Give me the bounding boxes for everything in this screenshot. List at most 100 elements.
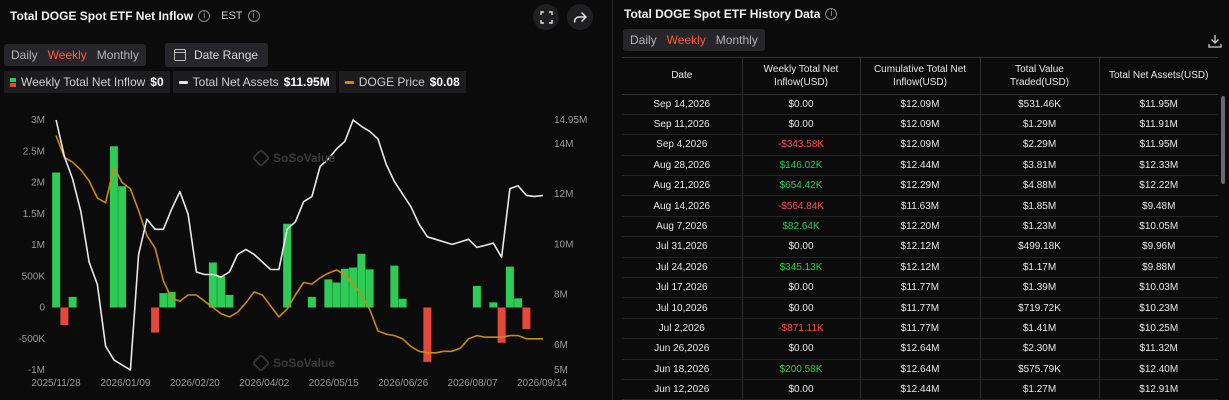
cell-net-assets: $10.03M [1099,277,1218,299]
period-monthly[interactable]: Monthly [715,33,758,47]
cell-weekly-inflow: $0.00 [742,94,861,115]
cell-cumulative-inflow: $12.09M [860,94,981,115]
table-row[interactable]: Sep 14,2026 $0.00 $12.09M $531.46K $11.95M [622,94,1218,115]
period-weekly[interactable]: Weekly [47,48,87,62]
watermark-logo: SoSoValue [251,148,335,168]
cell-value-traded: $2.29M [980,134,1100,156]
cell-cumulative-inflow: $11.77M [860,318,981,340]
cell-weekly-inflow: $200.58K [742,359,861,380]
cell-value-traded: $499.18K [980,236,1100,258]
cell-net-assets: $11.95M [1099,134,1218,156]
inflow-bar-positive [109,146,118,308]
inflow-bar-negative [497,307,506,343]
table-row[interactable]: Jun 12,2026 $0.00 $12.44M $1.27M $12.91M [622,379,1218,400]
cell-weekly-inflow: $0.00 [742,236,861,258]
cell-cumulative-inflow: $12.20M [860,216,981,238]
column-header-date[interactable]: Date [622,58,743,95]
price-swatch [344,80,354,84]
inflow-bar-positive [324,279,333,308]
share-button[interactable] [567,4,593,30]
table-row[interactable]: Jul 10,2026 $0.00 $11.77M $719.72K $10.23M [622,297,1218,319]
table-row[interactable]: Aug 21,2026 $654.42K $12.29M $4.88M $12.22M [622,175,1218,197]
inflow-bar-positive [283,223,292,308]
inflow-bar-positive [307,296,316,308]
cell-weekly-inflow: $0.00 [742,297,861,319]
cell-weekly-inflow: $0.00 [742,277,861,299]
column-header-cumulative-inflow[interactable]: Cumulative Total Net Inflow(USD) [860,58,981,95]
inflow-bar-positive [208,262,217,308]
right-axis-tick-label: 6M [554,340,568,351]
cell-weekly-inflow: $0.00 [742,338,861,360]
cell-value-traded: $4.88M [980,175,1100,197]
legend-doge-price[interactable]: DOGE Price $0.08 [338,71,466,93]
table-row[interactable]: Jun 18,2026 $200.58K $12.64M $575.79K $12.40… [622,359,1218,380]
inflow-chart[interactable]: 3M 2.5M 2M 1.5M 1M 500K 0 -500K -1M 14.95M 14M 12M 1… [0,95,611,400]
history-data-panel: Total DOGE Spot ETF History Data i Daily… [613,0,1229,400]
date-range-button[interactable]: Date Range [165,43,268,67]
legend-weekly-inflow[interactable]: Weekly Total Net Inflow $0 [4,71,170,93]
inflow-bar-positive [349,267,358,308]
inflow-bar-negative [423,307,432,362]
x-axis-tick-label: 2026/01/09 [100,378,150,389]
table-row[interactable]: Jul 17,2026 $0.00 $11.77M $1.39M $10.03M [622,277,1218,299]
cell-value-traded: $1.27M [980,379,1100,400]
cell-date: Jun 12,2026 [622,379,743,400]
legend-net-assets[interactable]: Total Net Assets $11.95M [172,71,336,93]
cell-net-assets: $10.23M [1099,297,1218,319]
right-axis-tick-label: 8M [554,290,568,301]
inflow-bar-positive [167,291,176,308]
table-row[interactable]: Jun 26,2026 $0.00 $12.64M $2.30M $11.32M [622,338,1218,360]
table-row[interactable]: Aug 14,2026 -$564.84K $11.63M $1.85M $9.48M [622,195,1218,217]
table-row[interactable]: Sep 4,2026 -$343.58K $12.09M $2.29M $11.95M [622,134,1218,156]
table-row[interactable]: Sep 11,2026 $0.00 $12.09M $1.29M $11.91M [622,114,1218,136]
table-row[interactable]: Jul 31,2026 $0.00 $12.12M $499.18K $9.96M [622,236,1218,258]
left-axis-tick-label: 0 [39,303,45,314]
history-table: Date Weekly Total Net Inflow(USD) Cumula… [622,58,1218,400]
cell-date: Jul 10,2026 [622,297,743,319]
history-table-container[interactable]: Date Weekly Total Net Inflow(USD) Cumula… [622,57,1218,400]
table-scrollbar[interactable] [1221,96,1225,184]
period-monthly[interactable]: Monthly [96,48,139,62]
legend-label: Total Net Assets [192,75,279,89]
chart-legend: Weekly Total Net Inflow $0 Total Net Ass… [4,71,466,93]
table-row[interactable]: Jul 24,2026 $345.13K $12.12M $1.17M $9.88M [622,257,1218,279]
cell-date: Jul 2,2026 [622,318,743,340]
cell-value-traded: $1.41M [980,318,1100,340]
x-axis-tick-label: 2026/04/02 [239,378,289,389]
cell-value-traded: $719.72K [980,297,1100,319]
cell-net-assets: $11.91M [1099,114,1218,136]
cell-cumulative-inflow: $11.77M [860,297,981,319]
info-icon[interactable]: i [198,10,211,22]
cell-cumulative-inflow: $11.63M [860,195,981,217]
fullscreen-button[interactable] [533,4,559,30]
column-header-net-assets[interactable]: Total Net Assets(USD) [1099,58,1218,95]
inflow-bar-positive [505,266,514,308]
table-row[interactable]: Jul 2,2026 -$871.11K $11.77M $1.41M $10.25M [622,318,1218,340]
cell-net-assets: $9.88M [1099,257,1218,279]
legend-value: $11.95M [283,75,330,89]
cell-cumulative-inflow: $12.64M [860,359,981,380]
table-row[interactable]: Aug 28,2026 $146.02K $12.44M $3.81M $12.33M [622,155,1218,177]
cell-cumulative-inflow: $12.12M [860,236,981,258]
period-weekly[interactable]: Weekly [666,33,706,47]
cell-value-traded: $1.23M [980,216,1100,238]
cell-weekly-inflow: $0.00 [742,114,861,136]
period-daily[interactable]: Daily [11,48,38,62]
inflow-bar-positive [52,172,61,308]
download-icon[interactable] [1208,34,1222,48]
column-header-value-traded[interactable]: Total Value Traded(USD) [980,58,1100,95]
cell-value-traded: $575.79K [980,359,1100,380]
left-axis-tick-label: 2M [31,178,45,189]
inflow-bar-negative [151,307,160,333]
left-axis-tick-label: -1M [28,365,45,376]
cell-net-assets: $10.05M [1099,216,1218,238]
watermark-logo: SoSoValue [251,353,335,373]
table-row[interactable]: Aug 7,2026 $82.64K $12.20M $1.23M $10.05M [622,216,1218,238]
timezone-info-icon[interactable]: i [247,10,260,22]
inflow-bar-positive [217,276,226,308]
timezone-label: EST [221,10,243,22]
cell-cumulative-inflow: $12.09M [860,114,981,136]
info-icon[interactable]: i [825,8,838,20]
period-daily[interactable]: Daily [630,33,657,47]
column-header-weekly-inflow[interactable]: Weekly Total Net Inflow(USD) [742,58,861,95]
